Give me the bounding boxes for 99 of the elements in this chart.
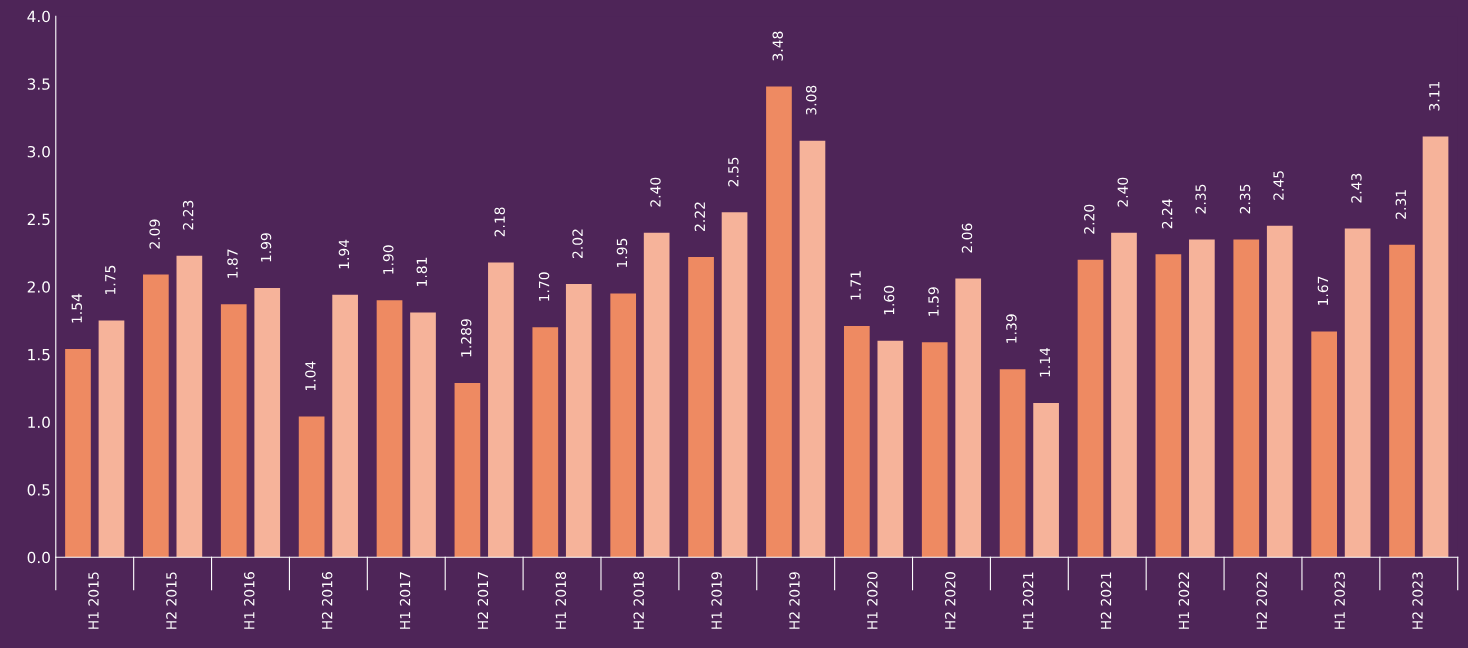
x-tick-label: H1 2018 bbox=[555, 572, 567, 629]
bar bbox=[565, 284, 592, 558]
data-label: 1.67 bbox=[1317, 276, 1329, 305]
data-label: 3.48 bbox=[772, 31, 783, 61]
data-label: 2.40 bbox=[650, 177, 661, 207]
bar bbox=[254, 288, 281, 558]
data-label: 3.11 bbox=[1429, 81, 1440, 111]
data-label: 2.23 bbox=[182, 200, 194, 230]
bar bbox=[843, 325, 870, 558]
data-label: 1.87 bbox=[227, 249, 238, 278]
data-label: 1.289 bbox=[460, 319, 472, 357]
bar bbox=[488, 262, 514, 558]
data-label: 2.20 bbox=[1084, 204, 1095, 234]
y-tick-label: 2.0 bbox=[27, 281, 50, 293]
data-label: 1.90 bbox=[383, 245, 394, 274]
x-tick-label: H2 2015 bbox=[166, 572, 177, 629]
bar bbox=[332, 294, 358, 558]
x-tick-label: H1 2019 bbox=[711, 572, 722, 629]
x-tick-label: H2 2022 bbox=[1256, 572, 1268, 629]
bar bbox=[1266, 225, 1293, 558]
data-label: 1.60 bbox=[883, 285, 895, 315]
bar bbox=[1189, 239, 1215, 558]
bar bbox=[454, 382, 481, 558]
bar bbox=[1389, 244, 1415, 558]
data-label: 2.35 bbox=[1195, 184, 1206, 214]
y-tick-label: 0.0 bbox=[27, 551, 50, 564]
y-tick-label: 2.5 bbox=[27, 213, 50, 226]
y-tick-label: 3.5 bbox=[27, 78, 50, 90]
bar bbox=[65, 348, 91, 558]
data-label: 2.18 bbox=[494, 207, 505, 237]
data-label: 1.94 bbox=[338, 239, 350, 269]
bar bbox=[376, 300, 403, 558]
bar bbox=[921, 342, 948, 558]
x-tick-label: H2 2020 bbox=[944, 572, 956, 629]
data-label: 1.39 bbox=[1006, 314, 1017, 343]
bar bbox=[220, 304, 247, 558]
bar bbox=[1155, 254, 1182, 558]
data-label: 1.99 bbox=[260, 233, 272, 262]
data-label: 2.43 bbox=[1351, 173, 1362, 203]
data-label: 2.06 bbox=[961, 223, 973, 253]
bar bbox=[98, 320, 125, 558]
bar bbox=[721, 212, 748, 558]
bar bbox=[688, 256, 714, 558]
data-label: 2.24 bbox=[1161, 199, 1173, 229]
x-tick-label: H2 2023 bbox=[1412, 572, 1423, 629]
data-label: 2.31 bbox=[1395, 190, 1407, 219]
data-label: 1.81 bbox=[416, 257, 428, 286]
y-tick-label: 4.0 bbox=[27, 10, 50, 23]
data-label: 2.09 bbox=[149, 219, 160, 249]
x-tick-label: H2 2017 bbox=[477, 572, 489, 629]
x-tick-label: H2 2021 bbox=[1100, 572, 1112, 629]
bar bbox=[799, 140, 826, 558]
data-label: 2.35 bbox=[1239, 184, 1251, 214]
x-tick-label: H1 2023 bbox=[1334, 572, 1345, 629]
bar bbox=[1111, 232, 1137, 558]
data-label: 1.75 bbox=[105, 265, 116, 295]
y-tick-label: 1.5 bbox=[28, 349, 50, 361]
bar bbox=[1311, 331, 1337, 558]
x-tick-label: H1 2015 bbox=[88, 572, 99, 629]
data-label: 2.40 bbox=[1117, 177, 1129, 207]
x-tick-label: H1 2016 bbox=[244, 572, 255, 629]
y-tick-label: 3.0 bbox=[27, 145, 50, 158]
x-tick-label: H1 2020 bbox=[867, 572, 878, 629]
x-tick-label: H1 2022 bbox=[1178, 572, 1190, 629]
bar bbox=[1233, 239, 1260, 558]
bar bbox=[176, 255, 203, 558]
bar bbox=[1344, 228, 1371, 558]
data-label: 2.02 bbox=[572, 229, 583, 259]
data-label: 1.04 bbox=[305, 361, 316, 391]
bar bbox=[1422, 136, 1449, 558]
bar bbox=[143, 274, 169, 558]
x-tick-label: H2 2019 bbox=[789, 572, 800, 629]
bar bbox=[877, 340, 904, 558]
bar bbox=[532, 327, 559, 558]
bar bbox=[766, 86, 792, 558]
x-tick-label: H1 2021 bbox=[1022, 572, 1034, 629]
x-tick-label: H2 2016 bbox=[321, 572, 333, 629]
y-tick-label: 0.5 bbox=[27, 484, 50, 496]
data-label: 2.55 bbox=[728, 157, 739, 187]
data-label: 1.71 bbox=[850, 271, 861, 300]
x-tick-label: H2 2018 bbox=[633, 572, 644, 629]
bar bbox=[1033, 403, 1059, 558]
bar bbox=[298, 416, 325, 558]
y-tick-label: 1.0 bbox=[28, 416, 50, 429]
data-label: 2.45 bbox=[1273, 171, 1284, 200]
bar bbox=[999, 369, 1026, 558]
bar bbox=[610, 293, 637, 558]
data-label: 2.22 bbox=[694, 202, 705, 231]
data-label: 1.95 bbox=[616, 238, 628, 267]
data-label: 1.59 bbox=[928, 287, 939, 316]
bar bbox=[643, 232, 670, 558]
data-label: 1.14 bbox=[1039, 347, 1050, 377]
x-tick-label: H1 2017 bbox=[399, 572, 411, 629]
bar bbox=[955, 278, 982, 558]
bar bbox=[1077, 259, 1104, 558]
data-label: 1.54 bbox=[71, 293, 83, 323]
bar bbox=[410, 312, 436, 558]
data-label: 1.70 bbox=[538, 272, 550, 301]
data-label: 3.08 bbox=[805, 85, 817, 115]
